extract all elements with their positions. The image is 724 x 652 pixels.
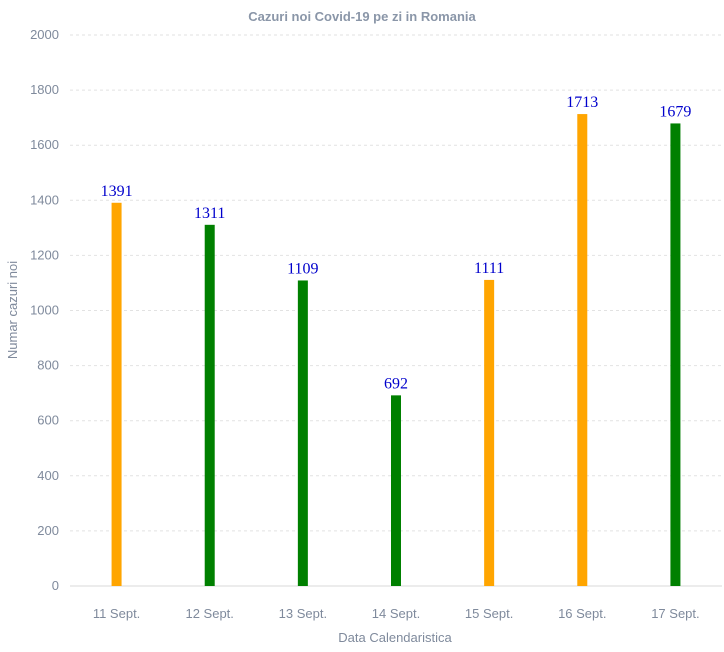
y-tick-label: 200 (37, 523, 59, 538)
x-tick-label: 13 Sept. (279, 606, 327, 621)
y-tick-label: 0 (52, 578, 59, 593)
x-tick-label: 16 Sept. (558, 606, 606, 621)
data-label: 1713 (566, 94, 598, 111)
chart-title: Cazuri noi Covid-19 pe zi in Romania (248, 9, 476, 24)
bars (111, 114, 681, 587)
data-label: 1111 (474, 260, 504, 277)
x-tick-label: 15 Sept. (465, 606, 513, 621)
bar (391, 395, 401, 586)
y-tick-label: 1200 (30, 247, 59, 262)
x-tick-label: 17 Sept. (651, 606, 699, 621)
bar (111, 202, 122, 587)
y-tick-label: 1400 (30, 192, 59, 207)
data-label: 1311 (194, 205, 225, 222)
data-label: 1391 (101, 183, 133, 200)
bar (484, 279, 495, 586)
x-axis-ticks: 11 Sept. 12 Sept. 13 Sept. 14 Sept. 15 Sept.… (93, 606, 700, 621)
data-label: 692 (384, 375, 408, 392)
bar (670, 123, 681, 587)
y-tick-label: 1000 (30, 303, 59, 318)
y-axis-ticks: 0 200 400 600 800 1000 1200 1400 1600 1800 2000 (30, 27, 59, 593)
y-tick-label: 2000 (30, 27, 59, 42)
x-tick-label: 11 Sept. (93, 606, 140, 621)
y-axis-title: Numar cazuri noi (5, 261, 20, 359)
x-tick-label: 14 Sept. (372, 606, 420, 621)
bar (577, 114, 588, 587)
data-label: 1679 (659, 103, 691, 120)
y-tick-label: 600 (37, 413, 59, 428)
x-tick-label: 12 Sept. (185, 606, 233, 621)
bar (297, 280, 308, 586)
data-labels: 1391 1311 1109 692 1111 1713 1679 (101, 94, 692, 392)
x-axis-title: Data Calendaristica (338, 630, 452, 645)
y-tick-label: 400 (37, 468, 59, 483)
bar (204, 224, 215, 586)
data-label: 1109 (287, 260, 318, 277)
y-tick-label: 1800 (30, 82, 59, 97)
y-tick-label: 800 (37, 358, 59, 373)
y-tick-label: 1600 (30, 137, 59, 152)
